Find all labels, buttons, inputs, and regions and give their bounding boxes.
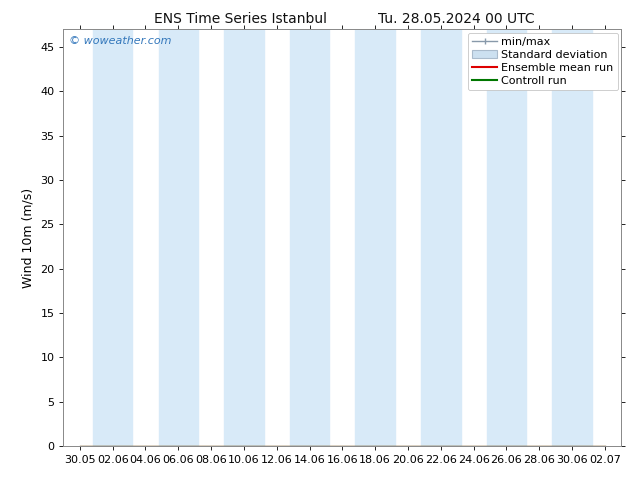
Bar — [224, 29, 264, 446]
Text: Tu. 28.05.2024 00 UTC: Tu. 28.05.2024 00 UTC — [378, 12, 535, 26]
Bar — [487, 29, 526, 446]
Bar — [290, 29, 329, 446]
Bar — [158, 29, 198, 446]
Y-axis label: Wind 10m (m/s): Wind 10m (m/s) — [22, 188, 35, 288]
Legend: min/max, Standard deviation, Ensemble mean run, Controll run: min/max, Standard deviation, Ensemble me… — [468, 33, 618, 90]
Bar — [552, 29, 592, 446]
Text: © woweather.com: © woweather.com — [69, 36, 171, 46]
Text: ENS Time Series Istanbul: ENS Time Series Istanbul — [155, 12, 327, 26]
Bar — [421, 29, 460, 446]
Bar — [93, 29, 133, 446]
Bar — [356, 29, 395, 446]
